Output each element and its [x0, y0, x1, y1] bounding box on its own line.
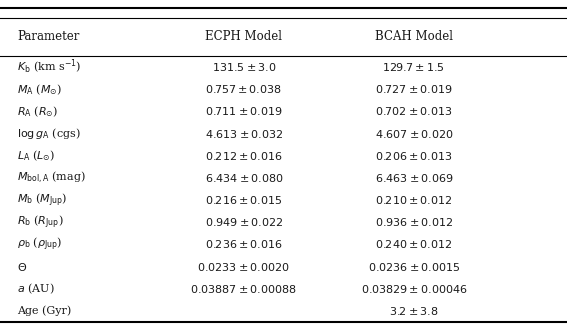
- Text: $M_{\mathrm{b}}$ ($M_{\mathrm{Jup}}$): $M_{\mathrm{b}}$ ($M_{\mathrm{Jup}}$): [17, 191, 67, 209]
- Text: $0.0233 \pm 0.0020$: $0.0233 \pm 0.0020$: [197, 261, 290, 273]
- Text: $6.434 \pm 0.080$: $6.434 \pm 0.080$: [205, 172, 283, 184]
- Text: $0.236 \pm 0.016$: $0.236 \pm 0.016$: [205, 238, 283, 250]
- Text: $0.03887 \pm 0.00088$: $0.03887 \pm 0.00088$: [191, 283, 297, 295]
- Text: BCAH Model: BCAH Model: [375, 30, 453, 44]
- Text: ECPH Model: ECPH Model: [205, 30, 282, 44]
- Text: $R_{\mathrm{A}}$ ($R_{\odot}$): $R_{\mathrm{A}}$ ($R_{\odot}$): [17, 104, 58, 119]
- Text: $0.206 \pm 0.013$: $0.206 \pm 0.013$: [375, 150, 453, 162]
- Text: $\log g_{\mathrm{A}}$ (cgs): $\log g_{\mathrm{A}}$ (cgs): [17, 126, 81, 141]
- Text: $0.727 \pm 0.019$: $0.727 \pm 0.019$: [375, 83, 453, 95]
- Text: $L_{\mathrm{A}}$ ($L_{\odot}$): $L_{\mathrm{A}}$ ($L_{\odot}$): [17, 148, 55, 163]
- Text: $0.936 \pm 0.012$: $0.936 \pm 0.012$: [375, 216, 453, 228]
- Text: Parameter: Parameter: [17, 30, 79, 44]
- Text: $131.5 \pm 3.0$: $131.5 \pm 3.0$: [211, 61, 276, 73]
- Text: $129.7 \pm 1.5$: $129.7 \pm 1.5$: [382, 61, 446, 73]
- Text: $6.463 \pm 0.069$: $6.463 \pm 0.069$: [375, 172, 453, 184]
- Text: $0.949 \pm 0.022$: $0.949 \pm 0.022$: [205, 216, 283, 228]
- Text: $0.757 \pm 0.038$: $0.757 \pm 0.038$: [205, 83, 282, 95]
- Text: $0.210 \pm 0.012$: $0.210 \pm 0.012$: [375, 194, 452, 206]
- Text: Age (Gyr): Age (Gyr): [17, 306, 71, 316]
- Text: $0.212 \pm 0.016$: $0.212 \pm 0.016$: [205, 150, 283, 162]
- Text: $\Theta$: $\Theta$: [17, 261, 27, 273]
- Text: $0.702 \pm 0.013$: $0.702 \pm 0.013$: [375, 105, 452, 117]
- Text: $R_{\mathrm{b}}$ ($R_{\mathrm{Jup}}$): $R_{\mathrm{b}}$ ($R_{\mathrm{Jup}}$): [17, 214, 64, 231]
- Text: $0.216 \pm 0.015$: $0.216 \pm 0.015$: [205, 194, 282, 206]
- Text: $0.711 \pm 0.019$: $0.711 \pm 0.019$: [205, 105, 283, 117]
- Text: $K_{\mathrm{b}}$ (km s$^{-1}$): $K_{\mathrm{b}}$ (km s$^{-1}$): [17, 58, 82, 76]
- Text: $4.607 \pm 0.020$: $4.607 \pm 0.020$: [375, 128, 453, 140]
- Text: $\rho_{\mathrm{b}}$ ($\rho_{\mathrm{Jup}}$): $\rho_{\mathrm{b}}$ ($\rho_{\mathrm{Jup}…: [17, 236, 62, 253]
- Text: $0.240 \pm 0.012$: $0.240 \pm 0.012$: [375, 238, 452, 250]
- Text: $a$ (AU): $a$ (AU): [17, 281, 54, 296]
- Text: $0.03829 \pm 0.00046$: $0.03829 \pm 0.00046$: [361, 283, 467, 295]
- Text: $0.0236 \pm 0.0015$: $0.0236 \pm 0.0015$: [367, 261, 460, 273]
- Text: $M_{\mathrm{bol,A}}$ (mag): $M_{\mathrm{bol,A}}$ (mag): [17, 170, 86, 186]
- Text: $4.613 \pm 0.032$: $4.613 \pm 0.032$: [205, 128, 283, 140]
- Text: $M_{\mathrm{A}}$ ($M_{\odot}$): $M_{\mathrm{A}}$ ($M_{\odot}$): [17, 82, 62, 97]
- Text: $3.2 \pm 3.8$: $3.2 \pm 3.8$: [389, 305, 439, 317]
